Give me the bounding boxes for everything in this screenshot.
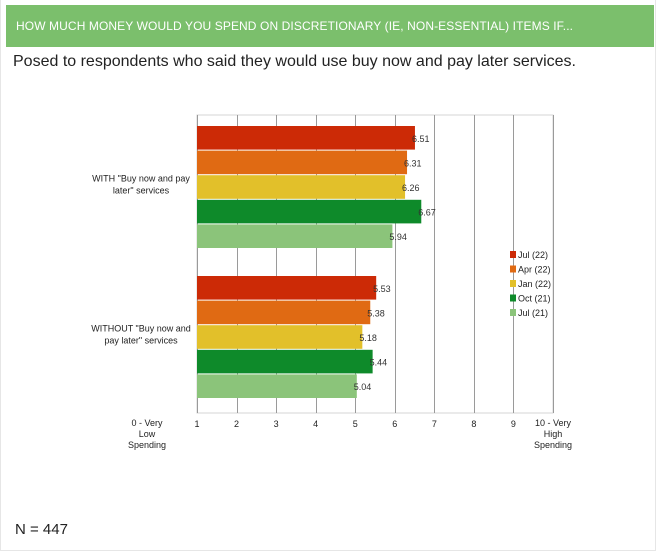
bar-value-label: 6.31 [404, 158, 422, 168]
bar-value-label: 5.04 [354, 382, 372, 392]
legend-label: Oct (21) [518, 294, 551, 304]
legend-label: Jan (22) [518, 279, 551, 289]
bar [197, 126, 415, 150]
legend-swatch [510, 251, 516, 258]
x-tick-label: 10 - Very High Spending [534, 418, 572, 450]
x-tick-label: 3 [274, 419, 279, 429]
sample-size-note: N = 447 [15, 521, 68, 538]
bar [197, 199, 422, 224]
x-tick-label: 6 [392, 419, 397, 429]
bar-chart: 6.51 5.53 6.31 5.38 6.26 5.18 6.67 5.44 5.94 5.04… [91, 114, 572, 450]
x-tick-label: 1 [194, 419, 199, 429]
bar [197, 175, 406, 199]
legend-label: Jul (22) [518, 250, 548, 260]
bar [197, 150, 408, 175]
legend-swatch [510, 280, 516, 287]
bar-value-label: 6.51 [412, 134, 430, 144]
x-tick-label: 5 [353, 419, 358, 429]
bar [197, 300, 371, 325]
bar-value-label: 5.44 [370, 358, 388, 368]
legend-swatch [510, 294, 516, 302]
legend-swatch [510, 265, 516, 273]
x-start-label: 0 - Very Low Spending [128, 418, 166, 450]
bar-value-label: 6.26 [402, 183, 420, 193]
category-label: WITH "Buy now and pay later" services [92, 174, 190, 196]
bar-value-label: 5.53 [373, 284, 391, 294]
category-label: WITHOUT "Buy now and pay later" services [91, 324, 191, 346]
legend-label: Apr (22) [518, 265, 551, 275]
x-tick-label: 7 [432, 419, 437, 429]
x-tick-label: 9 [511, 419, 516, 429]
bar [197, 276, 377, 300]
bar-value-label: 5.94 [389, 232, 407, 242]
bar [197, 325, 363, 349]
bar-value-label: 5.18 [359, 333, 377, 343]
bar-value-label: 5.38 [367, 308, 385, 318]
bar [197, 224, 393, 248]
x-tick-label: 8 [471, 419, 476, 429]
legend-label: Jul (21) [518, 308, 548, 318]
legend-swatch [510, 309, 516, 316]
x-tick-label: 2 [234, 419, 239, 429]
chart-subtitle: Posed to respondents who said they would… [13, 53, 576, 70]
question-title: HOW MUCH MONEY WOULD YOU SPEND ON DISCRE… [16, 19, 574, 33]
question-header: HOW MUCH MONEY WOULD YOU SPEND ON DISCRE… [6, 5, 654, 47]
bar [197, 374, 357, 398]
bar [197, 349, 373, 374]
x-tick-label: 4 [313, 419, 318, 429]
bar-value-label: 6.67 [418, 208, 436, 218]
